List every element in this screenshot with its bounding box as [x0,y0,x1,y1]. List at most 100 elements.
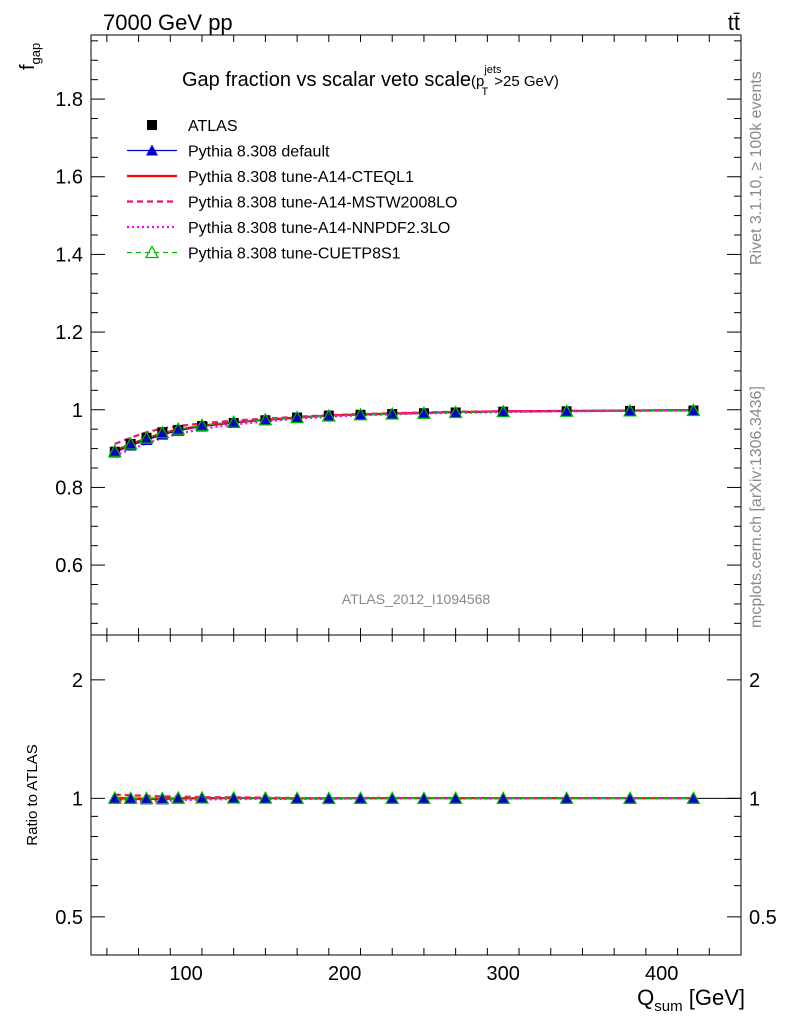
ratio-point-cuetp8s1 [155,791,170,805]
ratio-point-cuetp8s1 [290,791,305,804]
ratio-point-cuetp8s1 [171,790,186,804]
ratio-point-default [449,792,462,804]
main-ytick-label: 1.8 [55,89,83,111]
xtick-label: 300 [487,963,520,985]
main-ylabel-main: f [17,64,39,70]
main-point-default [354,408,367,420]
ratio-point-cuetp8s1 [226,790,241,804]
main-ytick-label: 1.6 [55,167,83,189]
legend-marker-data [147,120,157,130]
ratio-point-cuetp8s1 [385,791,400,804]
main-point-default [108,446,121,458]
main-axis-ticks: 0.6 0.8 1 1.2 1.4 1.6 1.8 [55,35,741,635]
main-point-cuetp8s1 [623,403,638,417]
xlabel-sub: sum [654,998,682,1015]
xtick-label: 100 [169,963,202,985]
plot-title: Gap fraction vs scalar veto scale(pjets T… [182,64,559,98]
ratio-point-cuetp8s1 [559,791,574,804]
main-ylabel: fgap [17,43,43,70]
main-series-line-mstw [114,409,694,445]
main-point-cuetp8s1 [385,406,400,420]
ratio-point-default [108,792,121,804]
legend: ATLAS Pythia 8.308 default Pythia 8.308 tu… [127,118,457,263]
main-point-default [322,409,335,421]
ratio-point-cuetp8s1 [321,791,336,805]
main-ytick-label: 0.8 [55,477,83,499]
legend-label-mstw: Pythia 8.308 tune-A14-MSTW2008LO [188,195,457,212]
ratio-point-default [140,793,153,805]
ratio-point-cuetp8s1 [416,791,431,804]
ratio-ytick-label-right: 1 [749,788,760,810]
main-point-default [497,405,510,417]
main-point-default [417,407,430,419]
main-point-cuetp8s1 [155,425,170,439]
ratio-point-cuetp8s1 [353,791,368,804]
ratio-point-cuetp8s1 [448,791,463,804]
main-point-cuetp8s1 [258,412,273,426]
main-point-default [140,434,153,446]
main-series-line-nnpdf [114,409,694,457]
ratio-point-cuetp8s1 [123,791,138,804]
main-point-default [124,439,137,451]
ratio-ytick-label-left: 2 [72,670,83,692]
main-ytick-label: 1.2 [55,322,83,344]
ratio-point-default [560,792,573,804]
main-point-cuetp8s1 [559,404,574,417]
ratio-point-cuetp8s1 [623,791,638,804]
ratio-point-default [259,792,272,804]
ratio-ytick-label-right: 2 [749,670,760,692]
main-ytick-label: 1.4 [55,244,83,266]
ratio-point-default [291,792,304,804]
ratio-point-default [386,792,399,804]
ratio-plot-frame [90,634,742,956]
ratio-ylabel: Ratio to ATLAS [24,744,41,845]
main-point-cuetp8s1 [194,418,209,431]
ratio-point-default [417,792,430,804]
main-point-default [259,414,272,426]
xtick-label: 400 [645,963,678,985]
main-point-default [386,408,399,420]
main-point-cuetp8s1 [448,405,463,419]
main-point-default [227,416,240,428]
ratio-ytick-label-right: 0.5 [749,907,777,929]
ratio-point-cuetp8s1 [258,790,273,804]
main-point-default [560,405,573,417]
ratio-ytick-label-left: 0.5 [55,907,83,929]
plot-title-sub: T [481,86,488,98]
main-point-cuetp8s1 [686,403,701,417]
plot-title-sup: jets [483,64,502,76]
plot-title-open: (p [471,73,484,90]
legend-marker-cuetp8s1 [144,245,160,259]
main-point-cuetp8s1 [226,414,241,428]
ratio-point-default [172,792,185,804]
main-point-cuetp8s1 [290,410,305,424]
ratio-point-default [227,792,240,804]
ratio-point-default [322,792,335,804]
legend-label-cteql1: Pythia 8.308 tune-A14-CTEQL1 [188,169,414,186]
main-point-default [624,404,637,416]
rivet-version-label: Rivet 3.1.10, ≥ 100k events [748,71,765,265]
ratio-point-cuetp8s1 [496,791,511,804]
ratio-point-cuetp8s1 [107,790,122,804]
ratio-point-default [354,792,367,804]
ratio-point-default [195,792,208,804]
legend-label-default: Pythia 8.308 default [188,144,330,161]
ratio-point-cuetp8s1 [194,790,209,804]
ratio-axis-ticks: 0.5 0.5 1 1 2 2 100 200 300 400 [55,635,777,985]
plot-title-close: >25 GeV) [494,73,559,90]
xlabel: Qsum [GeV] [637,985,745,1015]
main-point-default [195,420,208,432]
ratio-series-group [107,790,701,805]
ratio-point-cuetp8s1 [686,791,701,804]
ratio-point-default [624,792,637,804]
main-point-default [156,428,169,440]
xlabel-main: Q [637,985,654,1010]
plot-title-main: Gap fraction vs scalar veto scale [182,69,471,91]
xlabel-unit: [GeV] [683,985,745,1010]
xtick-label: 200 [328,963,361,985]
main-point-cuetp8s1 [353,407,368,421]
main-ylabel-sub: gap [28,43,43,65]
main-point-cuetp8s1 [139,430,154,444]
main-point-default [449,406,462,418]
